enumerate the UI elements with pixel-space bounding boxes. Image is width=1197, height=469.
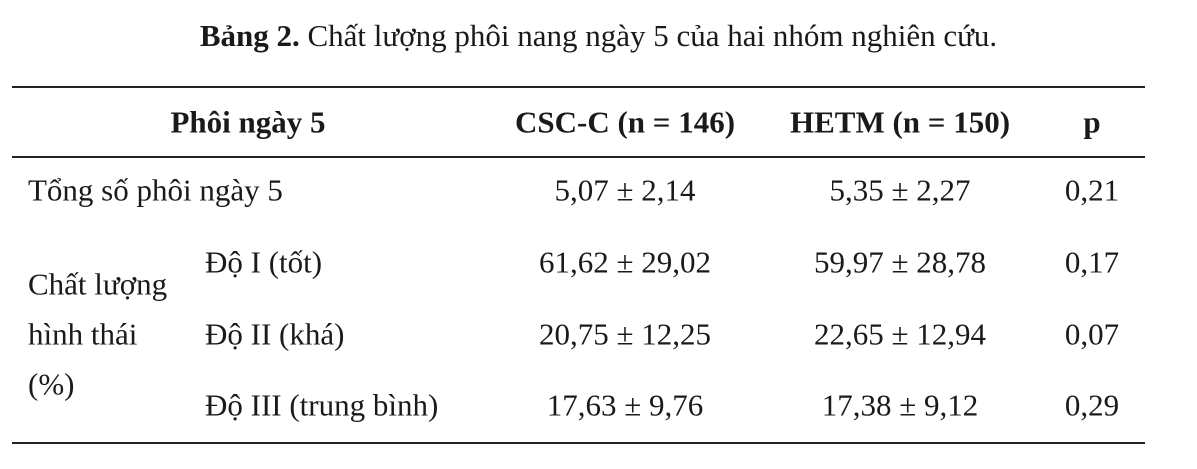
column-header: HETM (n = 150) xyxy=(789,104,1011,140)
cell: 17,38 ± 9,12 xyxy=(821,387,979,423)
cell: 61,62 ± 29,02 xyxy=(538,244,712,280)
group-label: hình thái xyxy=(28,316,138,352)
sub-row-label: Độ II (khá) xyxy=(205,316,345,351)
group-label: Chất lượng xyxy=(28,266,168,302)
top-rule xyxy=(12,86,1145,88)
caption-label: Bảng 2. xyxy=(199,18,300,53)
row-label: Tổng số phôi ngày 5 xyxy=(28,172,283,208)
cell: 22,65 ± 12,94 xyxy=(813,316,987,351)
sub-row-label: Độ III (trung bình) xyxy=(205,387,439,423)
cell: 20,75 ± 12,25 xyxy=(538,316,712,351)
cell: 59,97 ± 28,78 xyxy=(813,244,987,280)
cell: 0,17 xyxy=(1064,244,1120,280)
cell: 17,63 ± 9,76 xyxy=(546,387,704,423)
cell: 5,07 ± 2,14 xyxy=(554,172,696,208)
cell: 0,29 xyxy=(1064,387,1120,423)
cell: 5,35 ± 2,27 xyxy=(829,172,971,208)
caption-text: Chất lượng phôi nang ngày 5 của hai nhóm… xyxy=(307,18,998,53)
column-header: CSC-C (n = 146) xyxy=(514,104,736,140)
group-label: (%) xyxy=(28,366,75,402)
table-caption: Bảng 2. Chất lượng phôi nang ngày 5 của … xyxy=(0,18,1197,54)
column-header: p xyxy=(1083,104,1101,140)
cell: 0,07 xyxy=(1064,316,1120,351)
sub-row-label: Độ I (tốt) xyxy=(205,244,323,280)
cell: 0,21 xyxy=(1064,172,1120,208)
bottom-rule xyxy=(12,442,1145,444)
header-rule xyxy=(12,156,1145,158)
column-header: Phôi ngày 5 xyxy=(170,104,326,140)
